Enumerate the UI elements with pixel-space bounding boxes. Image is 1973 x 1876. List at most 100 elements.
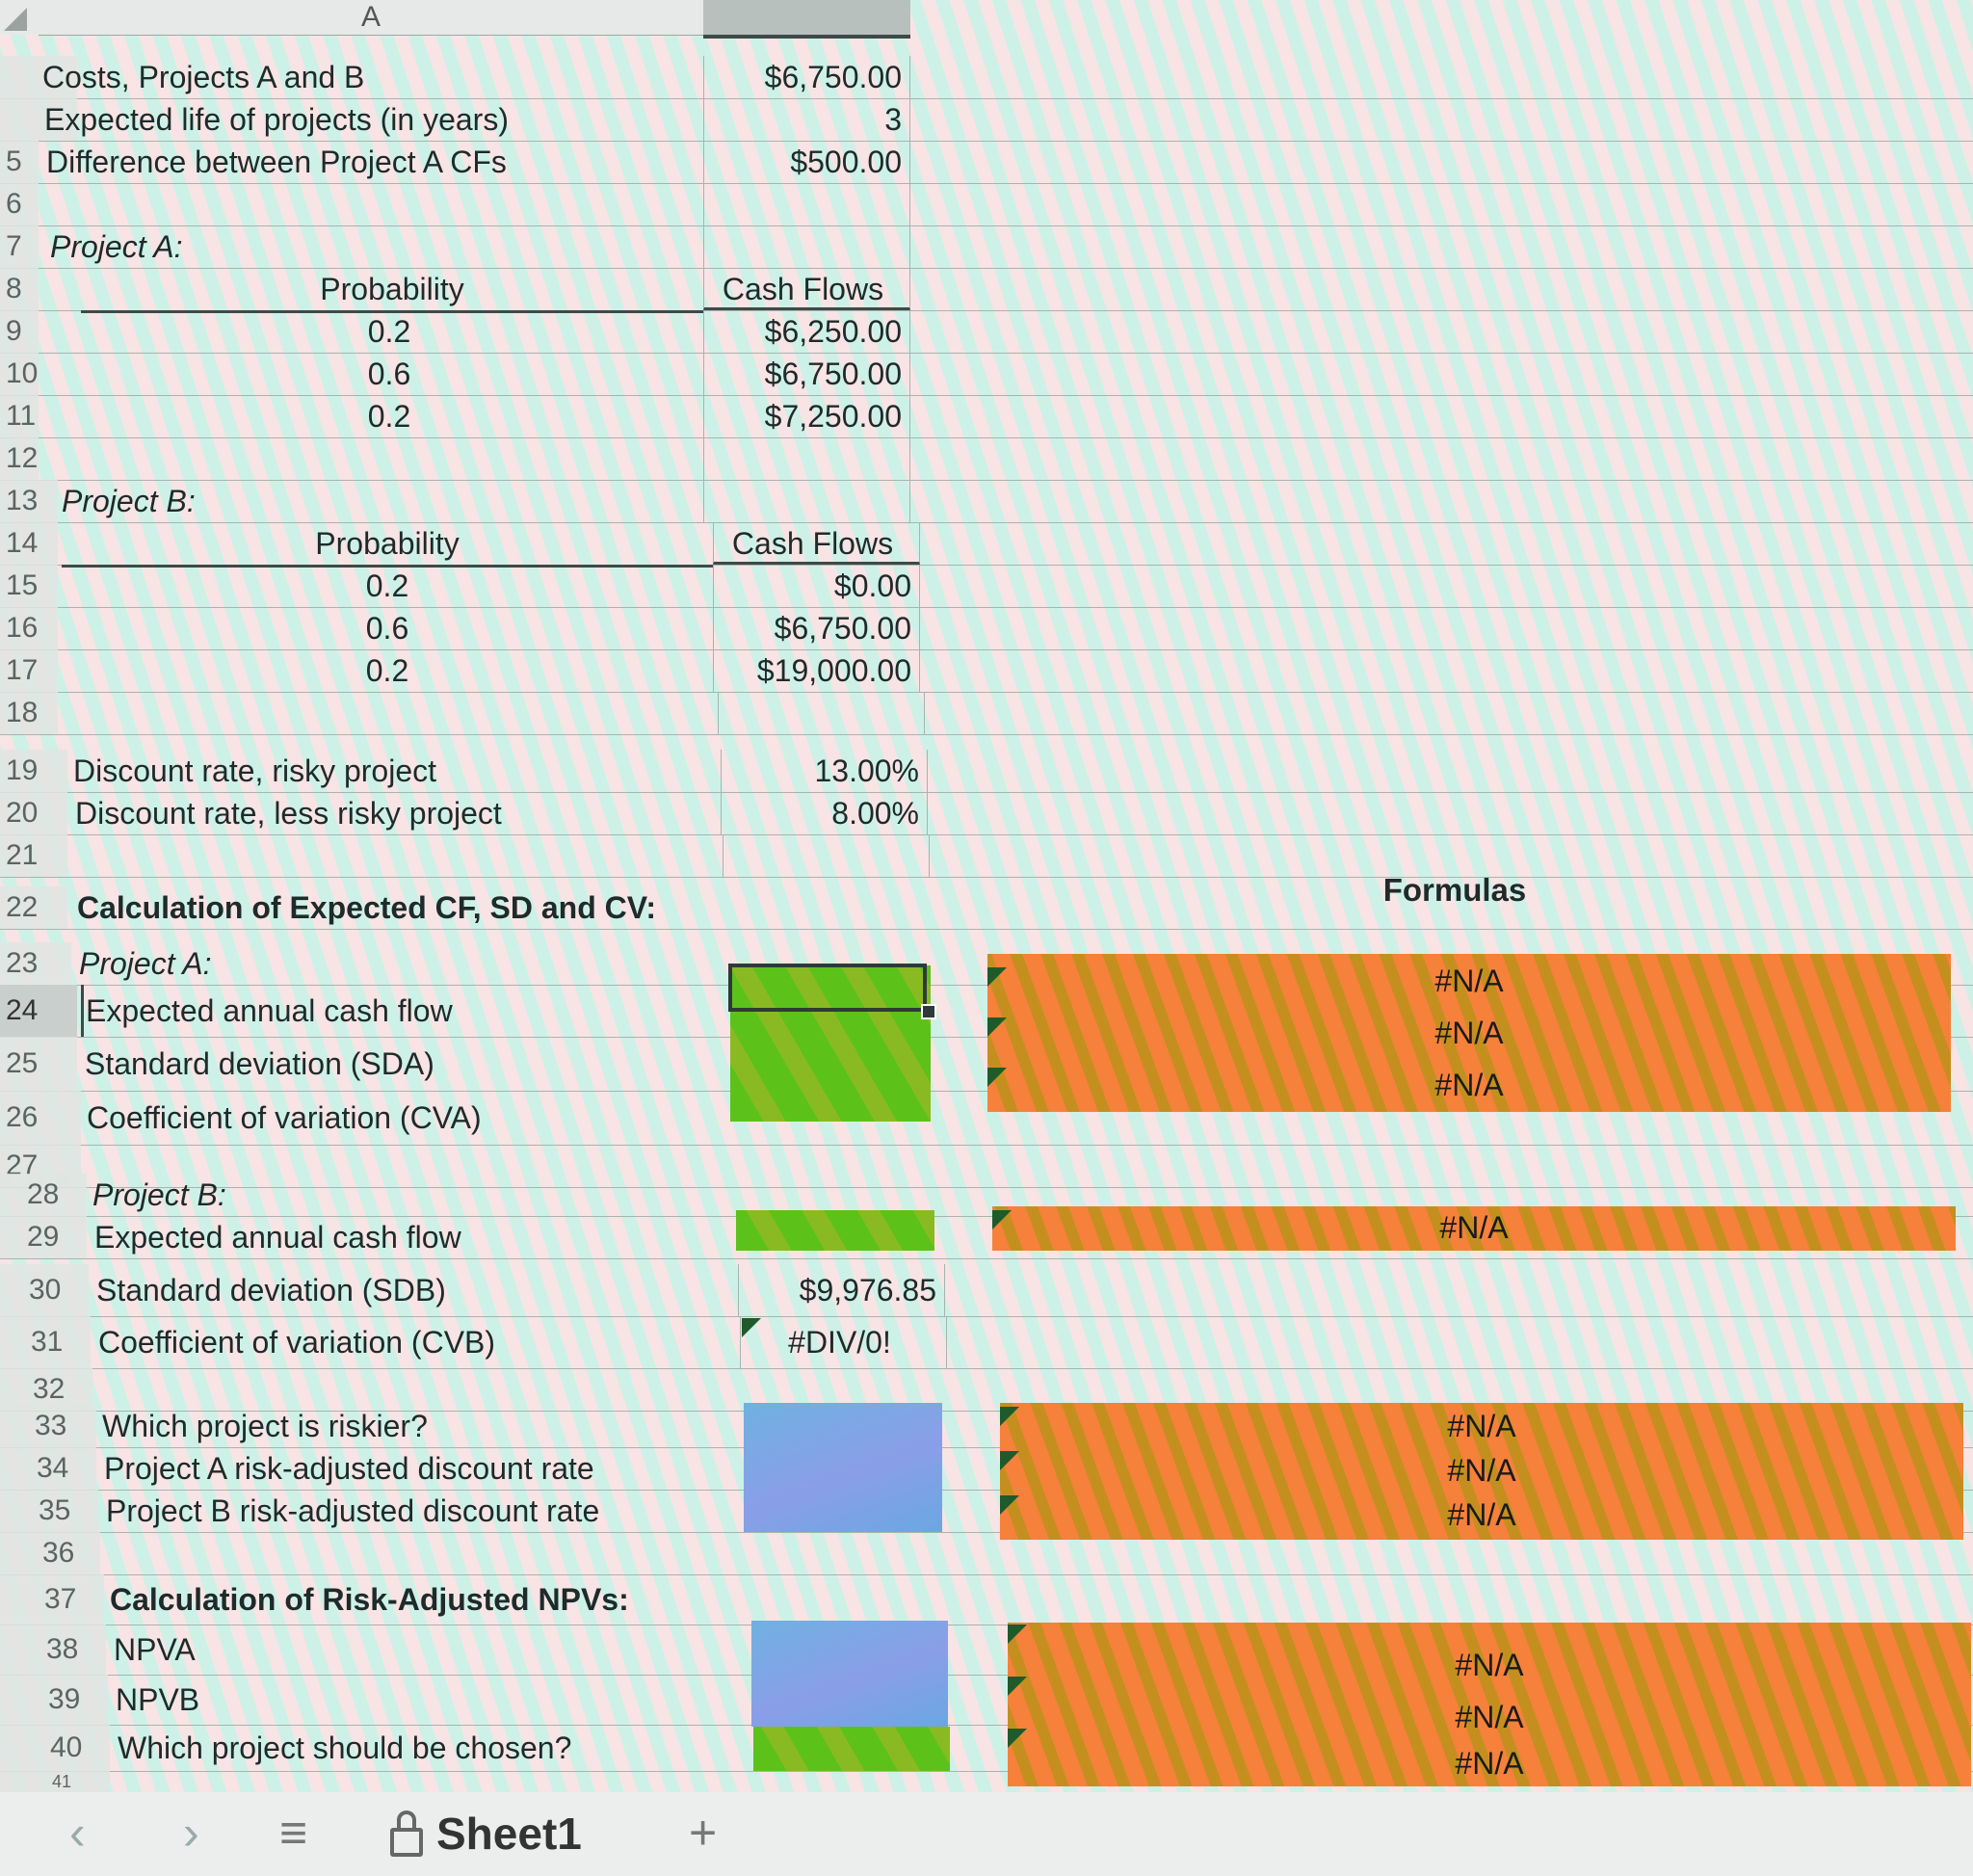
row-number[interactable]: 6 [0, 183, 39, 225]
cell-a34[interactable]: Project A risk-adjusted discount rate [104, 1451, 594, 1486]
cell-a35[interactable]: Project B risk-adjusted discount rate [106, 1493, 600, 1528]
row-number[interactable]: 19 [0, 750, 67, 792]
row-number[interactable]: 12 [0, 437, 39, 480]
cell-b13[interactable] [703, 480, 910, 522]
row-number[interactable]: 32 [0, 1368, 92, 1411]
row-number[interactable]: 9 [0, 310, 39, 353]
previous-sheet-button[interactable]: ‹ [69, 1806, 86, 1860]
cell-a4[interactable]: Expected life of projects (in years) [44, 102, 509, 137]
cell-b17[interactable]: $19,000.00 [713, 649, 920, 692]
riskiness-input-cells[interactable] [744, 1403, 942, 1532]
cell-a15[interactable]: 0.2 [365, 568, 409, 603]
cell-a24[interactable]: Expected annual cash flow [81, 985, 453, 1037]
cell-a16[interactable]: 0.6 [365, 611, 409, 646]
cell-a5[interactable]: Difference between Project A CFs [46, 145, 507, 179]
cell-b18[interactable] [718, 692, 925, 734]
cell-a31[interactable]: Coefficient of variation (CVB) [98, 1325, 496, 1360]
row-number[interactable]: 14 [0, 522, 58, 565]
cell-b3[interactable]: $6,750.00 [703, 56, 910, 98]
select-all-corner[interactable] [0, 0, 39, 35]
row-number-selected[interactable]: 24 [0, 985, 77, 1037]
row-number[interactable]: 39 [0, 1675, 108, 1725]
cell-a33[interactable]: Which project is riskier? [102, 1409, 428, 1443]
row-number[interactable]: 26 [0, 1091, 81, 1145]
cell-b12[interactable] [703, 437, 910, 480]
cell-b4[interactable]: 3 [703, 98, 910, 141]
cell-b8[interactable]: Cash Flows [703, 268, 910, 310]
column-header-a[interactable]: A [39, 0, 703, 36]
project-a-input-cells[interactable] [730, 965, 931, 1122]
cell-b15[interactable]: $0.00 [713, 565, 920, 607]
cell-a14[interactable]: Probability [62, 522, 713, 568]
row-number[interactable] [0, 56, 77, 98]
cell-a3[interactable]: Costs, Projects A and B [42, 60, 365, 94]
cell-a17[interactable]: 0.2 [365, 653, 409, 688]
row-number[interactable]: 15 [0, 565, 58, 607]
cell-b11[interactable]: $7,250.00 [703, 395, 910, 437]
cell-b19[interactable]: 13.00% [721, 750, 928, 792]
cell-a23[interactable]: Project A: [79, 946, 212, 981]
cell-b29-input[interactable] [736, 1210, 934, 1251]
row-number[interactable]: 25 [0, 1037, 77, 1091]
row-number[interactable]: 33 [0, 1405, 96, 1447]
row-number[interactable]: 31 [0, 1316, 91, 1368]
cell-a8[interactable]: Probability [81, 268, 703, 313]
formula-cells-npv[interactable]: #N/A #N/A #N/A [1008, 1623, 1971, 1786]
cell-a13[interactable]: Project B: [62, 484, 196, 518]
spreadsheet-grid[interactable]: A Costs, Projects A and B $6,750.00 Expe… [0, 0, 1973, 1792]
cell-a39[interactable]: NPVB [116, 1682, 200, 1717]
row-number[interactable]: 34 [0, 1447, 96, 1490]
row-number[interactable]: 8 [0, 268, 39, 310]
cell-b14[interactable]: Cash Flows [713, 522, 920, 565]
row-number[interactable]: 21 [0, 834, 67, 877]
row-number[interactable]: 35 [0, 1490, 98, 1532]
cell-a40[interactable]: Which project should be chosen? [118, 1731, 572, 1765]
row-number[interactable]: 29 [0, 1216, 87, 1258]
cell-b31[interactable]: #DIV/0! [740, 1316, 947, 1368]
cell-b40-input[interactable] [753, 1727, 950, 1771]
cell-b9[interactable]: $6,250.00 [703, 310, 910, 353]
add-sheet-button[interactable]: + [689, 1806, 718, 1860]
cell-b30[interactable]: $9,976.85 [738, 1264, 945, 1316]
formula-cells-risk[interactable]: #N/A #N/A #N/A [1000, 1403, 1963, 1540]
row-number[interactable]: 13 [0, 480, 58, 522]
row-number[interactable]: 40 [0, 1725, 110, 1771]
cell-a38[interactable]: NPVA [114, 1632, 196, 1667]
next-sheet-button[interactable]: › [183, 1806, 199, 1860]
cell-b20[interactable]: 8.00% [721, 792, 928, 834]
npv-input-cells[interactable] [751, 1621, 948, 1727]
cell-b21[interactable] [723, 834, 930, 877]
row-number[interactable]: 22 [0, 886, 67, 929]
cell-a26[interactable]: Coefficient of variation (CVA) [87, 1100, 482, 1135]
cell-b10[interactable]: $6,750.00 [703, 353, 910, 395]
formula-cells-project-b[interactable]: #N/A [992, 1206, 1956, 1251]
row-number[interactable]: 5 [0, 141, 39, 183]
row-number[interactable]: 28 [0, 1174, 87, 1216]
row-number[interactable]: 36 [0, 1532, 100, 1574]
formula-cells-project-a[interactable]: #N/A #N/A #N/A [987, 954, 1951, 1112]
row-number[interactable]: 17 [0, 649, 58, 692]
row-number[interactable]: 41 [0, 1771, 110, 1792]
cell-a10[interactable]: 0.6 [367, 357, 411, 391]
column-header-b[interactable] [703, 0, 910, 39]
fill-handle[interactable] [921, 1004, 936, 1019]
row-number[interactable] [0, 98, 77, 141]
active-cell-b24[interactable] [728, 964, 927, 1012]
sheet-list-menu-icon[interactable]: ≡ [279, 1806, 308, 1860]
cell-a9[interactable]: 0.2 [367, 314, 411, 349]
cell-a28[interactable]: Project B: [92, 1177, 226, 1212]
cell-b6[interactable] [703, 183, 910, 225]
cell-a11[interactable]: 0.2 [367, 399, 411, 434]
cell-b7[interactable] [703, 225, 910, 268]
sheet-tab-sheet1[interactable]: Sheet1 [390, 1800, 582, 1867]
row-number[interactable]: 16 [0, 607, 58, 649]
cell-a19[interactable]: Discount rate, risky project [73, 753, 437, 788]
cell-a29[interactable]: Expected annual cash flow [94, 1220, 461, 1255]
row-number[interactable]: 10 [0, 353, 39, 395]
row-number[interactable]: 11 [0, 395, 39, 437]
row-number[interactable]: 37 [0, 1574, 104, 1625]
cell-a37[interactable]: Calculation of Risk-Adjusted NPVs: [110, 1582, 629, 1617]
row-number[interactable]: 7 [0, 225, 39, 268]
cell-a7[interactable]: Project A: [50, 229, 183, 264]
cell-b5[interactable]: $500.00 [703, 141, 910, 183]
